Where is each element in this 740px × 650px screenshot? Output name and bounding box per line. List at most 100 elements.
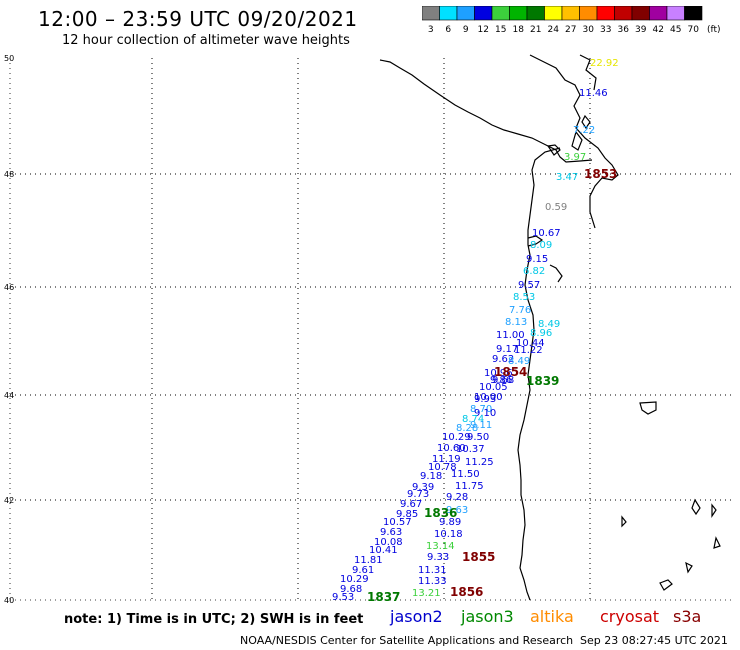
- chart-subtitle: 12 hour collection of altimeter wave hei…: [62, 33, 350, 48]
- observation-value: 10.67: [532, 228, 561, 239]
- observation-value: 9.15: [526, 254, 548, 265]
- credit-line: NOAA/NESDIS Center for Satellite Applica…: [240, 634, 574, 647]
- observation-value: 13.14: [426, 541, 455, 552]
- observation-value: 9.57: [518, 280, 540, 291]
- observation-value: 10.08: [374, 537, 403, 548]
- legend-label: 24: [548, 25, 560, 35]
- legend-label: 18: [513, 25, 525, 35]
- observation-value: 8.09: [530, 240, 552, 251]
- observation-value: 8.70: [470, 404, 492, 415]
- legend-label: 36: [618, 25, 630, 35]
- wave-height-map: -135 -132 -129 -126 -123 -120 50 48 46 44 42 40 22.…: [4, 54, 737, 605]
- observation-value: 8.49: [508, 356, 530, 367]
- lat-tick-label: 48: [4, 170, 14, 179]
- observation-labels: 22.92 11.46 7.22 3.97 3.47 0.59 10.678.09 9.156…: [332, 58, 619, 603]
- observation-value: 8.49: [538, 319, 560, 330]
- observation-value: 9.68: [492, 375, 514, 386]
- legend-label: 39: [635, 25, 647, 35]
- legend-label: 30: [583, 25, 595, 35]
- legend-label: 6: [445, 25, 451, 35]
- observation-value: 9.17: [496, 344, 518, 355]
- observation-value: 10.41: [369, 545, 398, 556]
- observation-value: 8.13: [505, 317, 527, 328]
- legend-label: 70: [688, 25, 700, 35]
- observation-value: 7.76: [509, 305, 531, 316]
- observation-value: 0.59: [545, 202, 567, 213]
- pass-time-label: 1836: [424, 506, 457, 520]
- legend-label: 15: [495, 25, 506, 35]
- lat-tick-label: 50: [4, 54, 14, 63]
- observation-value: 22.92: [590, 58, 619, 69]
- pass-time-label: 1837: [367, 590, 400, 604]
- observation-value: 9.61: [352, 565, 374, 576]
- lon-tick-label: -126: [435, 604, 453, 605]
- observation-value: 11.33: [418, 576, 447, 587]
- legend-label: 27: [565, 25, 576, 35]
- lon-tick-label: -129: [291, 604, 309, 605]
- satellite-jason3: jason3: [461, 607, 514, 626]
- observation-value: 10.00: [474, 392, 503, 403]
- observation-value: 10.18: [434, 529, 463, 540]
- satellite-altika: altika: [530, 607, 574, 626]
- observation-value: 9.63: [446, 505, 468, 516]
- observation-value: 9.28: [446, 492, 468, 503]
- observation-value: 11.46: [579, 88, 608, 99]
- observation-value: 8.53: [513, 292, 535, 303]
- pass-time-label: 1853: [584, 167, 617, 181]
- observation-value: 9.33: [427, 552, 449, 563]
- legend-label: 42: [653, 25, 664, 35]
- observation-value: 9.50: [467, 432, 489, 443]
- legend-label: 12: [478, 25, 489, 35]
- lat-tick-label: 46: [4, 283, 14, 292]
- observation-value: 9.93: [474, 394, 496, 405]
- observation-value: 13.21: [412, 588, 441, 599]
- observation-value: 9.10: [474, 408, 496, 419]
- lon-tick-label: -120: [719, 604, 737, 605]
- satellite-cryosat: cryosat: [600, 607, 660, 626]
- satellite-jason2: jason2: [390, 607, 443, 626]
- observation-value: 9.53: [332, 592, 354, 603]
- coastline: [379, 54, 721, 601]
- legend-label: 33: [600, 25, 611, 35]
- lat-tick-label: 40: [4, 596, 14, 605]
- observation-value: 8.74: [462, 414, 484, 425]
- lat-lon-grid: -135 -132 -129 -126 -123 -120 50 48 46 44 42 40: [4, 54, 737, 605]
- observation-value: 10.44: [516, 338, 545, 349]
- legend-label: 21: [530, 25, 541, 35]
- observation-value: 10.57: [383, 517, 412, 528]
- observation-value: 10.29: [340, 574, 369, 585]
- observation-value: 11.75: [455, 481, 484, 492]
- pass-time-label: 1854: [494, 365, 527, 379]
- observation-value: 9.18: [420, 471, 442, 482]
- legend-swatch: [684, 6, 703, 21]
- observation-value: 9.73: [407, 489, 429, 500]
- observation-value: 8.96: [530, 328, 552, 339]
- observation-value: 9.63: [380, 527, 402, 538]
- legend-label: 9: [463, 25, 469, 35]
- observation-value: 11.25: [465, 457, 494, 468]
- pass-time-label: 1855: [462, 550, 495, 564]
- legend-unit: (ft): [707, 25, 721, 35]
- legend-label: 45: [670, 25, 681, 35]
- lat-tick-label: 44: [4, 391, 14, 400]
- pass-time-label: 1839: [526, 374, 559, 388]
- wave-height-legend: 3 6 9 12 15 18 21 24 27 30 33 36 39 42 45 70 (ft): [422, 6, 721, 35]
- observation-value: 10.60: [437, 443, 466, 454]
- observation-value: 9.86: [490, 375, 512, 386]
- legend-label: 3: [428, 25, 434, 35]
- observation-value: 9.62: [492, 354, 514, 365]
- observation-value: 9.67: [400, 499, 422, 510]
- observation-value: 11.81: [354, 555, 383, 566]
- observation-value: 8.28: [456, 423, 478, 434]
- satellite-s3a: s3a: [673, 607, 702, 626]
- observation-value: 9.11: [470, 420, 492, 431]
- generated-timestamp: Sep 23 08:27:45 UTC 2021: [580, 634, 728, 647]
- lon-tick-label: -123: [581, 604, 599, 605]
- observation-value: 9.89: [439, 517, 461, 528]
- observation-value: 10.78: [428, 462, 457, 473]
- lon-tick-label: -135: [5, 604, 23, 605]
- lat-tick-label: 42: [4, 496, 14, 505]
- pass-time-label: 1856: [450, 585, 483, 599]
- observation-value: 9.39: [412, 482, 434, 493]
